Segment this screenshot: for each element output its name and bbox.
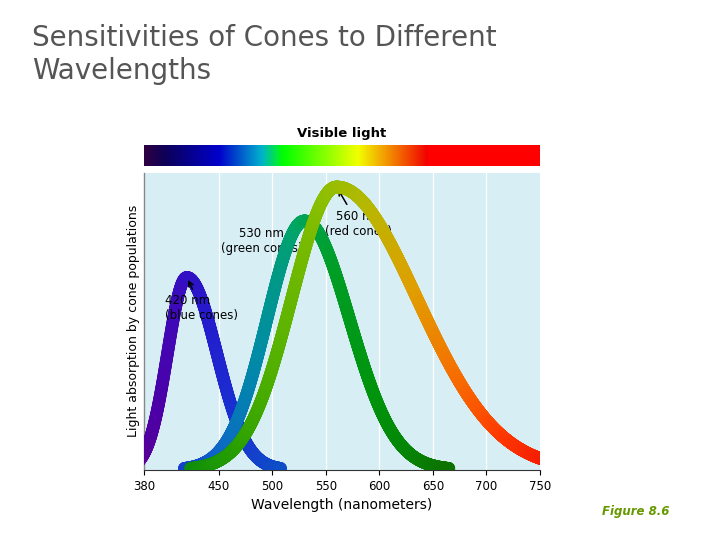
Text: 560 nm
(red cones): 560 nm (red cones): [325, 191, 392, 238]
X-axis label: Wavelength (nanometers): Wavelength (nanometers): [251, 498, 433, 512]
Y-axis label: Light absorption by cone populations: Light absorption by cone populations: [127, 205, 140, 437]
Text: Visible light: Visible light: [297, 127, 387, 140]
Text: Wavelengths: Wavelengths: [32, 57, 212, 85]
Text: 420 nm
(blue cones): 420 nm (blue cones): [166, 281, 238, 322]
Text: Figure 8.6: Figure 8.6: [602, 505, 670, 518]
Text: Sensitivities of Cones to Different: Sensitivities of Cones to Different: [32, 24, 497, 52]
Text: 530 nm
(green cones): 530 nm (green cones): [221, 222, 302, 254]
